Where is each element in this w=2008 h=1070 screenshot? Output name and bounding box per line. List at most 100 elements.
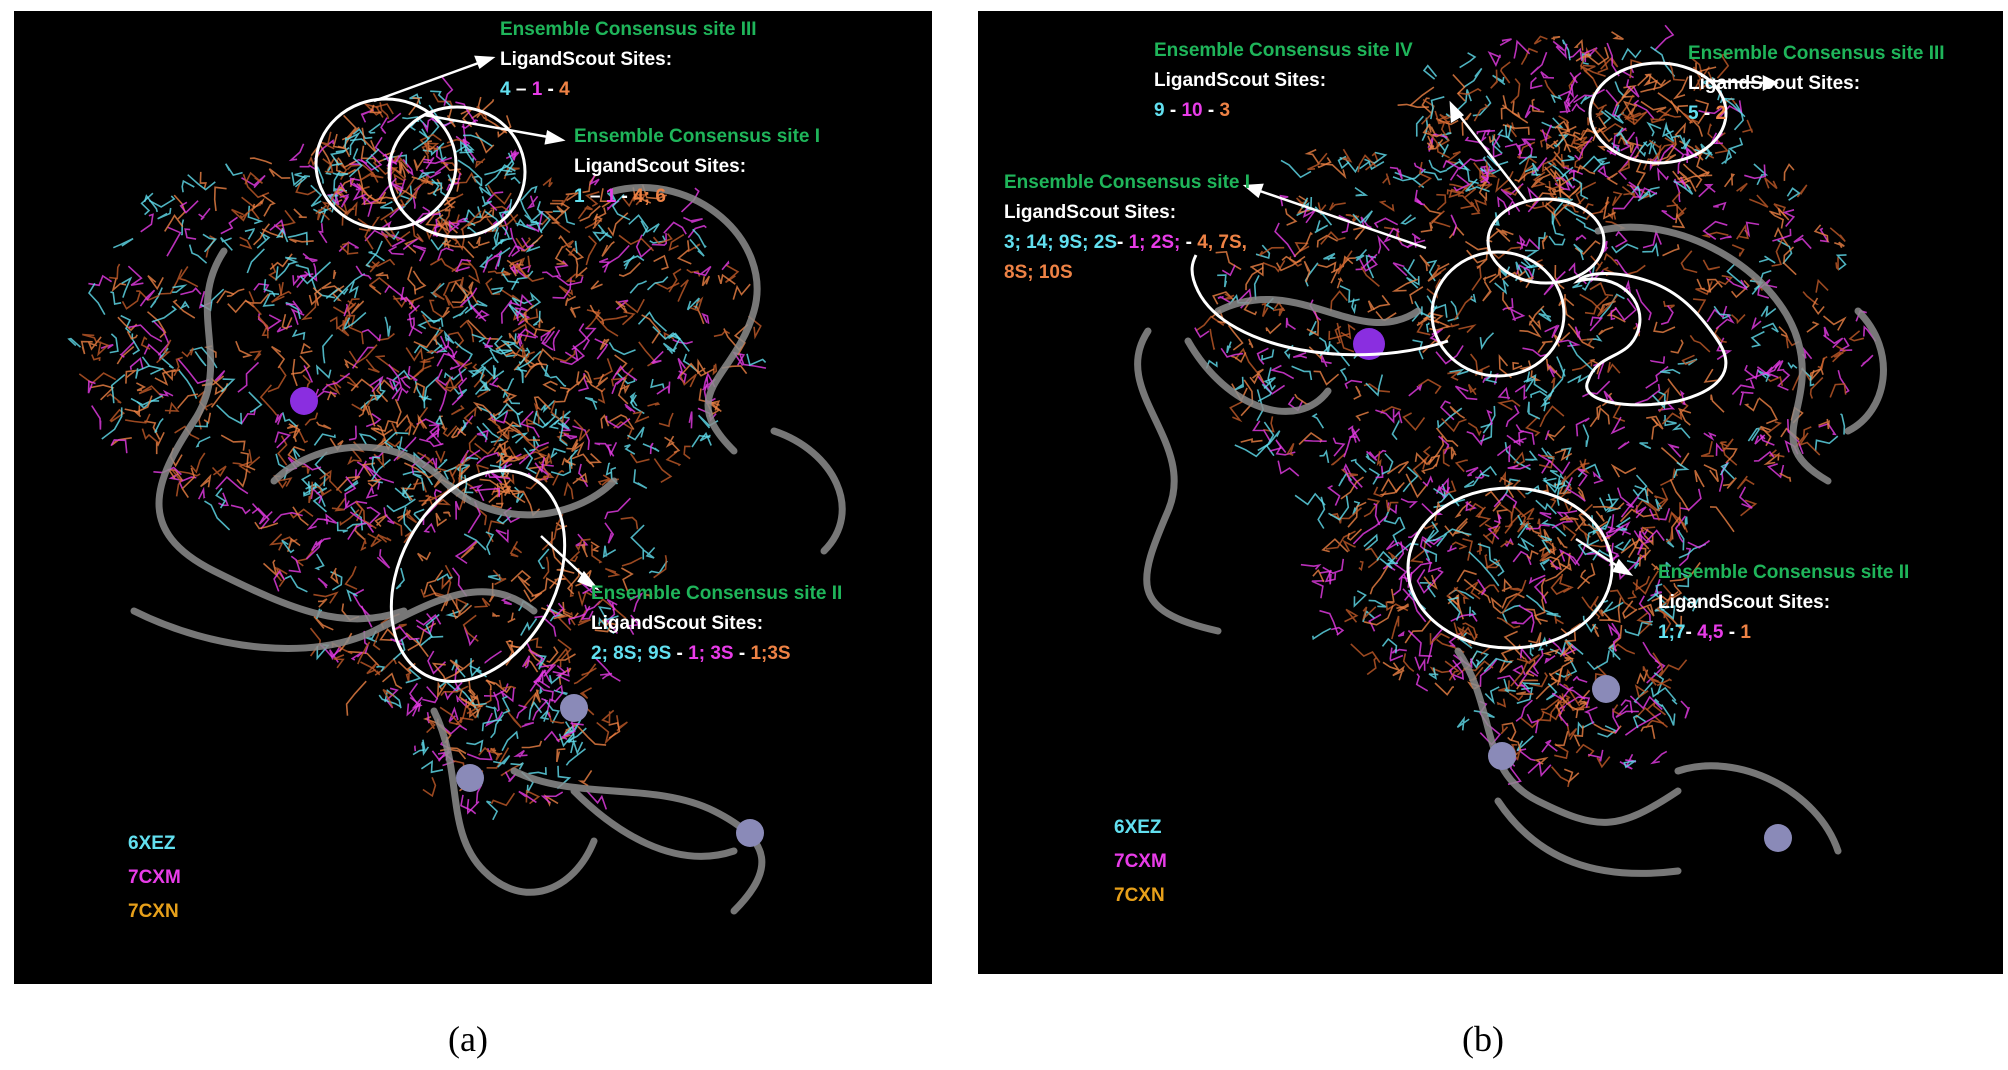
stick-segment — [490, 792, 516, 807]
stick-segment — [152, 320, 170, 356]
stick-segment — [1552, 40, 1565, 52]
stick-segment — [367, 532, 382, 548]
stick-segment — [1517, 536, 1535, 552]
stick-segment — [1319, 570, 1332, 585]
stick-segment — [1550, 94, 1563, 104]
stick-segment — [1425, 557, 1442, 573]
stick-segment — [524, 659, 539, 673]
stick-segment — [78, 372, 117, 385]
stick-segment — [543, 730, 560, 743]
stick-segment — [154, 417, 164, 434]
stick-segment — [732, 283, 751, 300]
stick-segment — [1364, 547, 1380, 569]
stick-segment — [1544, 166, 1565, 183]
stick-segment — [556, 205, 565, 214]
stick-segment — [224, 163, 243, 177]
stick-segment — [1340, 476, 1364, 500]
stick-segment — [412, 413, 428, 435]
stick-segment — [384, 316, 391, 337]
stick-segment — [1554, 120, 1571, 135]
stick-segment — [197, 486, 206, 500]
stick-segment — [1645, 487, 1669, 512]
stick-segment — [1415, 673, 1429, 692]
stick-segment — [680, 187, 700, 213]
stick-segment — [357, 218, 374, 250]
site-id-segment: – — [510, 79, 532, 100]
stick-segment — [1613, 643, 1636, 655]
stick-segment — [1423, 171, 1442, 181]
stick-segment — [1267, 367, 1276, 392]
stick-segment — [1450, 613, 1478, 622]
stick-segment — [314, 553, 325, 571]
stick-segment — [1442, 446, 1452, 467]
stick-segment — [535, 654, 547, 670]
stick-segment — [1261, 349, 1275, 361]
stick-segment — [480, 356, 496, 380]
stick-segment — [1611, 243, 1639, 254]
stick-segment — [366, 506, 381, 525]
stick-segment — [375, 271, 389, 280]
stick-segment — [1622, 600, 1638, 620]
stick-segment — [443, 466, 461, 480]
stick-segment — [1369, 565, 1389, 595]
stick-segment — [510, 148, 517, 161]
stick-segment — [1482, 273, 1497, 282]
stick-segment — [559, 419, 568, 447]
stick-segment — [454, 359, 473, 370]
stick-segment — [1342, 148, 1353, 163]
stick-segment — [367, 405, 376, 427]
stick-segment — [1386, 502, 1398, 515]
stick-segment — [746, 353, 767, 367]
stick-segment — [140, 213, 154, 233]
stick-segment — [349, 177, 362, 190]
stick-segment — [604, 522, 615, 544]
stick-segment — [561, 457, 573, 469]
stick-segment — [1291, 365, 1313, 381]
stick-segment — [1311, 413, 1325, 429]
stick-segment — [1518, 605, 1535, 633]
stick-segment — [406, 509, 418, 524]
stick-segment — [1700, 441, 1714, 457]
stick-segment — [289, 508, 314, 519]
stick-segment — [412, 130, 430, 151]
stick-segment — [550, 202, 571, 221]
stick-segment — [459, 140, 475, 154]
stick-segment — [402, 470, 434, 486]
stick-segment — [444, 578, 452, 596]
stick-segment — [1396, 603, 1410, 612]
stick-segment — [1731, 379, 1755, 396]
stick-segment — [529, 669, 544, 692]
stick-segment — [1463, 67, 1483, 88]
stick-segment — [1486, 409, 1493, 426]
stick-segment — [413, 745, 417, 752]
stick-segment — [1269, 364, 1295, 380]
stick-segment — [471, 175, 482, 187]
stick-segment — [1603, 252, 1619, 266]
stick-segment — [1761, 322, 1779, 333]
stick-segment — [496, 486, 526, 504]
stick-segment — [1221, 264, 1236, 277]
stick-segment — [1525, 201, 1545, 210]
stick-segment — [676, 240, 692, 265]
stick-segment — [1624, 622, 1643, 637]
stick-segment — [1650, 750, 1668, 765]
stick-segment — [379, 628, 396, 641]
stick-segment — [313, 433, 336, 446]
stick-segment — [1527, 186, 1541, 213]
stick-segment — [1317, 202, 1327, 216]
stick-segment — [1719, 96, 1746, 118]
stick-segment — [1751, 317, 1762, 331]
site-title: Ensemble Consensus site II — [1658, 562, 1910, 583]
stick-segment — [1680, 250, 1698, 274]
stick-segment — [1456, 715, 1470, 731]
stick-segment — [596, 721, 617, 745]
stick-segment — [370, 427, 393, 437]
stick-segment — [1476, 542, 1483, 555]
stick-segment — [1512, 451, 1526, 469]
stick-segment — [1319, 609, 1339, 635]
stick-segment — [342, 310, 351, 326]
stick-segment — [380, 203, 406, 221]
stick-segment — [607, 212, 629, 237]
stick-segment — [156, 339, 172, 364]
site-ids: 5 - 2 — [1688, 99, 1945, 129]
